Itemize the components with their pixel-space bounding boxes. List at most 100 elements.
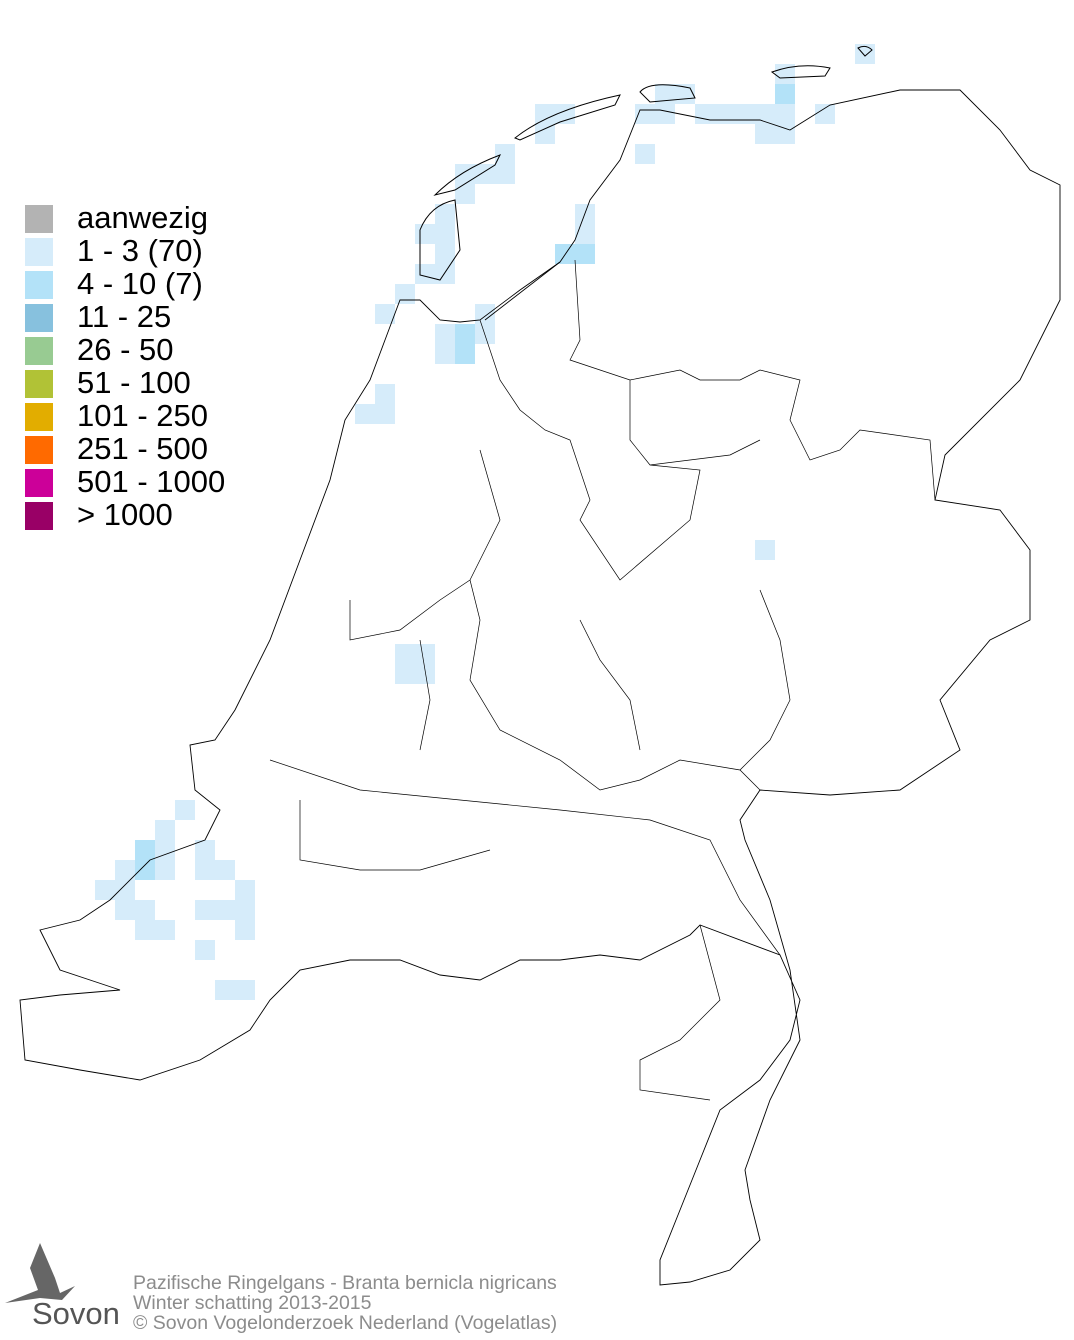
grid-cell [455, 184, 475, 204]
legend-label: 101 - 250 [77, 398, 208, 433]
grid-cell [195, 940, 215, 960]
legend-swatch [25, 205, 53, 233]
grid-cell [375, 304, 395, 324]
grid-cell [415, 264, 435, 284]
grid-cell [135, 920, 155, 940]
grid-cell [155, 820, 175, 840]
legend-swatch [25, 436, 53, 464]
grid-cell [635, 144, 655, 164]
legend-label: 26 - 50 [77, 332, 174, 367]
grid-cell [355, 404, 375, 424]
grid-cell [395, 644, 415, 664]
grid-cell [115, 880, 135, 900]
grid-cell [415, 664, 435, 684]
grid-cell [235, 900, 255, 920]
grid-cells [95, 44, 875, 1000]
grid-cell [755, 540, 775, 560]
grid-cell [135, 840, 155, 860]
grid-cell [155, 860, 175, 880]
grid-cell [235, 880, 255, 900]
grid-cell [435, 224, 455, 244]
grid-cell [155, 920, 175, 940]
legend-swatch [25, 271, 53, 299]
grid-cell [435, 204, 455, 224]
grid-cell [395, 284, 415, 304]
grid-cell [775, 104, 795, 124]
grid-cell [115, 900, 135, 920]
grid-cell [375, 404, 395, 424]
legend-label: 11 - 25 [77, 299, 172, 334]
map-caption: Pazifische Ringelgans - Branta bernicla … [133, 1273, 557, 1333]
period-subtitle: Winter schatting 2013-2015 [133, 1292, 372, 1314]
grid-cell [575, 244, 595, 264]
grid-cell [655, 84, 675, 104]
grid-cell [755, 104, 775, 124]
grid-cell [135, 900, 155, 920]
grid-cell [415, 644, 435, 664]
grid-cell [575, 224, 595, 244]
legend-label: aanwezig [77, 200, 208, 235]
grid-cell [475, 304, 495, 324]
island-texel [419, 199, 461, 281]
legend-swatch [25, 304, 53, 332]
swallow-icon [5, 1243, 75, 1303]
grid-cell [415, 224, 435, 244]
grid-cell [455, 344, 475, 364]
grid-cell [775, 84, 795, 104]
legend-swatch [25, 502, 53, 530]
grid-cell [235, 920, 255, 940]
island-terschelling [514, 94, 621, 141]
grid-cell [635, 104, 655, 124]
grid-cell [175, 800, 195, 820]
grid-cell [115, 860, 135, 880]
island-schiermonnikoog [770, 65, 831, 79]
legend-swatch [25, 337, 53, 365]
legend-label: 51 - 100 [77, 365, 191, 400]
species-title: Pazifische Ringelgans - Branta bernicla … [133, 1272, 557, 1294]
grid-cell [495, 144, 515, 164]
island-vlieland [433, 154, 502, 196]
logo-text: Sovon [32, 1296, 120, 1331]
grid-cell [455, 324, 475, 344]
grid-cell [495, 164, 515, 184]
grid-cell [735, 104, 755, 124]
grid-cell [535, 124, 555, 144]
grid-cell [715, 104, 735, 124]
grid-cell [375, 384, 395, 404]
grid-cell [655, 104, 675, 124]
grid-cell [155, 840, 175, 860]
legend-label: 501 - 1000 [77, 464, 226, 499]
copyright: © Sovon Vogelonderzoek Nederland (Vogela… [133, 1312, 558, 1334]
wadden-islands [419, 45, 873, 281]
afsluitdijk [484, 261, 561, 321]
grid-cell [215, 860, 235, 880]
grid-cell [395, 664, 415, 684]
grid-cell [475, 164, 495, 184]
legend-swatch [25, 238, 53, 266]
grid-cell [95, 880, 115, 900]
island-ameland [639, 84, 696, 103]
grid-cell [135, 860, 155, 880]
grid-cell [195, 860, 215, 880]
island-rottumeroog [857, 45, 873, 57]
legend-swatch [25, 370, 53, 398]
grid-cell [815, 104, 835, 124]
grid-cell [535, 104, 555, 124]
grid-cell [455, 164, 475, 184]
grid-cell [195, 900, 215, 920]
grid-cell [235, 980, 255, 1000]
grid-cell [435, 244, 455, 264]
mainland-outline [19, 89, 1061, 1286]
grid-cell [435, 264, 455, 284]
grid-cell [695, 104, 715, 124]
sovon-swallow-logo [5, 1243, 75, 1303]
legend-swatch [25, 469, 53, 497]
legend-swatch [25, 403, 53, 431]
legend-label: 251 - 500 [77, 431, 208, 466]
grid-cell [215, 980, 235, 1000]
country-outline [19, 89, 1061, 1286]
grid-cell [775, 124, 795, 144]
grid-cell [855, 44, 875, 64]
grid-cell [195, 840, 215, 860]
